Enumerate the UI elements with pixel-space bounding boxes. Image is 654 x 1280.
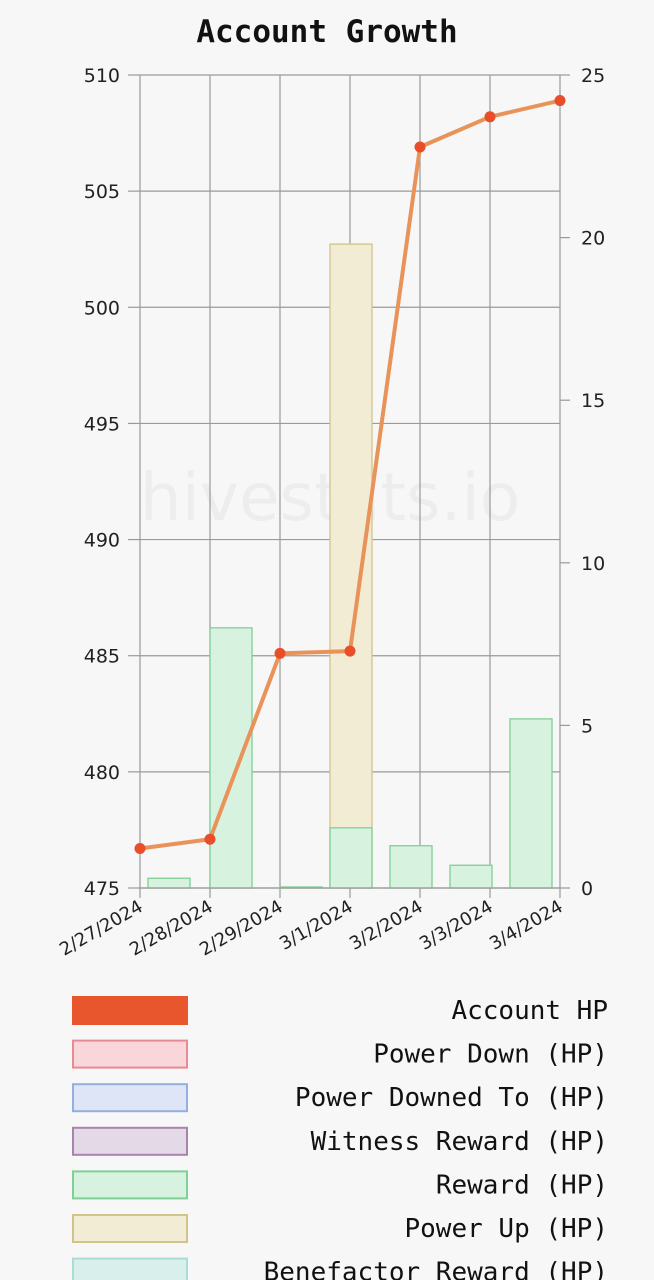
x-tick-label: 3/3/2024 [416, 896, 497, 955]
legend-label: Reward (HP) [436, 1170, 608, 1200]
bar-reward-hp [449, 864, 493, 889]
legend-swatch [72, 1257, 188, 1280]
legend-label: Benefactor Reward (HP) [264, 1258, 608, 1280]
legend-swatch [72, 1170, 188, 1200]
legend-swatch [72, 1214, 188, 1243]
y-right-tick-label: 5 [581, 715, 593, 737]
y-left-tick-label: 475 [84, 878, 120, 900]
legend-label: Power Up (HP) [405, 1214, 609, 1244]
y-left-tick-label: 485 [84, 646, 120, 668]
legend-label: Witness Reward (HP) [311, 1127, 608, 1157]
y-right-tick-label: 25 [581, 65, 605, 87]
y-right-tick-label: 10 [581, 553, 605, 575]
legend-swatch [72, 996, 188, 1025]
account-hp-point [204, 833, 216, 845]
y-left-tick-label: 500 [84, 297, 120, 319]
y-left-tick-label: 480 [84, 762, 120, 784]
x-tick-label: 3/4/2024 [486, 896, 567, 955]
y-right-tick-label: 15 [581, 390, 605, 412]
bar-reward-hp [389, 845, 433, 889]
legend-label: Power Down (HP) [373, 1040, 608, 1070]
x-tick-label: 3/2/2024 [346, 896, 427, 955]
y-right-tick-label: 20 [581, 228, 605, 250]
legend-swatch [72, 1039, 188, 1069]
bar-reward-hp [509, 718, 553, 889]
bar-reward-hp [209, 627, 253, 889]
y-left-tick-label: 490 [84, 530, 120, 552]
legend-label: Power Downed To (HP) [295, 1083, 608, 1113]
line-series [134, 95, 566, 855]
x-tick-label: 3/1/2024 [276, 896, 357, 955]
y-left-tick-label: 495 [84, 413, 120, 435]
account-hp-point [554, 95, 566, 107]
y-left-tick-label: 510 [84, 65, 120, 87]
bar-marks [147, 243, 553, 889]
legend: Account HP Power Down (HP) Power Downed To… [72, 996, 609, 1280]
legend-swatch [72, 1083, 188, 1113]
bar-reward-hp [147, 877, 191, 889]
account-hp-point [484, 111, 496, 123]
bar-power-up-hp [329, 243, 373, 889]
chart-title: Account Growth [196, 14, 457, 50]
legend-label: Account HP [451, 996, 608, 1026]
account-hp-point [414, 141, 426, 153]
y-right-tick-label: 0 [581, 878, 593, 900]
legend-swatch [72, 1126, 188, 1156]
account-hp-point [274, 647, 286, 659]
y-left-tick-label: 505 [84, 181, 120, 203]
bar-reward-hp [329, 827, 373, 889]
account-hp-point [344, 645, 356, 657]
account-hp-point [134, 843, 146, 855]
